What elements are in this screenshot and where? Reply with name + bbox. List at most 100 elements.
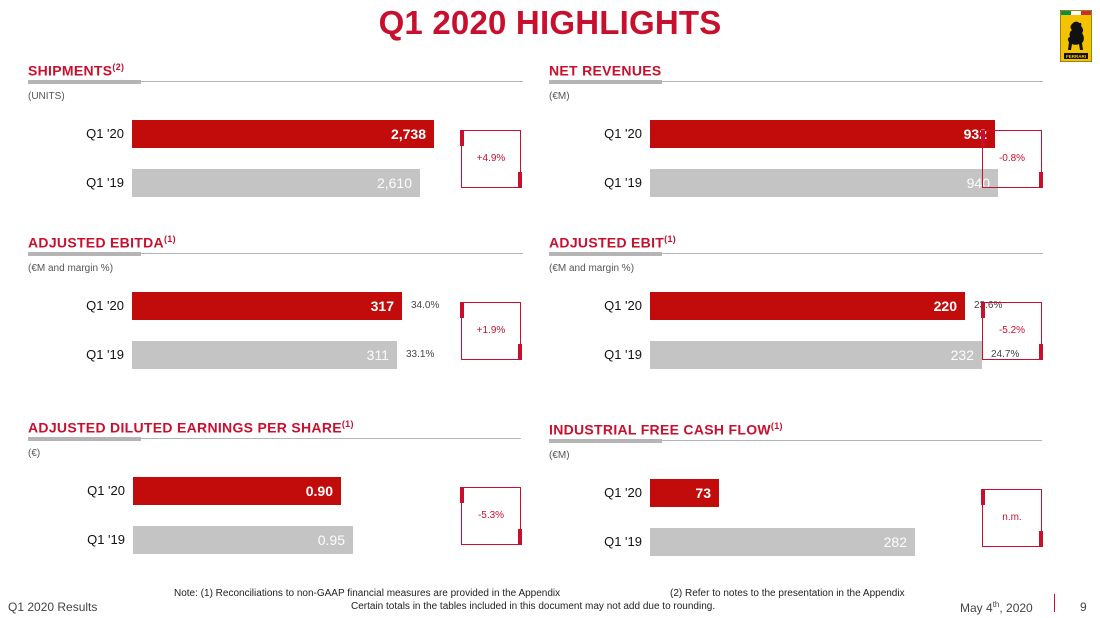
change-box-corner	[1039, 172, 1043, 188]
title-underline	[549, 253, 1043, 254]
change-percentage: -0.8%	[998, 153, 1026, 164]
ferrari-logo: FERRARI	[1060, 10, 1092, 62]
footer-separator	[1054, 594, 1055, 612]
change-box-corner	[460, 302, 464, 318]
change-percentage: n.m.	[1002, 512, 1022, 523]
title-underline-accent	[28, 80, 141, 84]
page-number: 9	[1080, 600, 1087, 614]
footnote-3: Certain totals in the tables included in…	[351, 601, 716, 612]
bar-previous-year: 282	[650, 528, 915, 556]
bar-value-label: 220	[933, 298, 957, 314]
units-label: (€M and margin %)	[549, 263, 635, 274]
bar-value-label: 232	[950, 347, 974, 363]
units-label: (€)	[28, 448, 41, 459]
title-underline-accent	[549, 80, 662, 84]
change-box-corner	[518, 344, 522, 360]
chart-panel-1: SHIPMENTS(2) (UNITS) Q1 '20 2,738 Q1 '19 2,61…	[28, 62, 523, 232]
title-underline	[549, 81, 1043, 82]
bar-value-label: 73	[695, 485, 711, 501]
category-label: Q1 '19	[86, 175, 124, 190]
bar-previous-year: 2,610	[132, 169, 420, 197]
chart-panel-4: ADJUSTED EBIT(1) (€M and margin %) Q1 '20 2…	[549, 234, 1044, 404]
bar-value-label: 317	[370, 298, 394, 314]
title-underline-accent	[549, 252, 662, 256]
footnote-2: (2) Refer to notes to the presentation i…	[670, 588, 905, 599]
change-box-corner	[981, 489, 985, 505]
category-label: Q1 '19	[604, 347, 642, 362]
change-box-corner	[518, 172, 522, 188]
bar-value-label: 2,738	[390, 126, 426, 142]
page-title: Q1 2020 HIGHLIGHTS	[378, 4, 722, 41]
change-box-corner	[518, 529, 522, 545]
category-label: Q1 '20	[86, 298, 124, 313]
units-label: (€M)	[549, 450, 570, 461]
bar-value-label: 0.95	[317, 532, 345, 548]
title-underline-accent	[28, 437, 141, 441]
bar-value-label: 311	[366, 347, 389, 363]
bar-value-label: 0.90	[305, 483, 333, 499]
bar-value-label: 282	[883, 534, 907, 550]
change-box-corner	[1039, 344, 1043, 360]
category-label: Q1 '19	[86, 347, 124, 362]
category-label: Q1 '20	[604, 126, 642, 141]
title-underline-accent	[549, 439, 662, 443]
margin-label: 34.0%	[411, 300, 440, 311]
change-percentage: -5.3%	[477, 510, 505, 521]
bar-current-year: 73	[650, 479, 719, 507]
units-label: (€M and margin %)	[28, 263, 114, 274]
title-underline	[28, 253, 523, 254]
category-label: Q1 '19	[87, 532, 125, 547]
change-box-corner	[460, 130, 464, 146]
bar-previous-year: 940	[650, 169, 998, 197]
bar-value-label: 2,610	[376, 175, 412, 191]
bar-previous-year: 232	[650, 341, 982, 369]
category-label: Q1 '20	[604, 485, 642, 500]
chart-panel-5: ADJUSTED DILUTED EARNINGS PER SHARE(1) (€…	[28, 419, 523, 589]
category-label: Q1 '20	[86, 126, 124, 141]
change-percentage: +4.9%	[476, 153, 506, 164]
margin-label: 24.7%	[991, 349, 1020, 360]
chart-panel-3: ADJUSTED EBITDA(1) (€M and margin %) Q1 '2…	[28, 234, 523, 404]
chart-title: ADJUSTED EBITDA(1)	[28, 234, 176, 251]
chart-title: NET REVENUES	[549, 62, 662, 79]
margin-label: 33.1%	[406, 349, 435, 360]
category-label: Q1 '19	[604, 175, 642, 190]
chart-title: INDUSTRIAL FREE CASH FLOW(1)	[549, 421, 783, 438]
footer-date: May 4th, 2020	[960, 600, 1033, 615]
change-box: +1.9%	[460, 302, 522, 360]
bar-current-year: 220	[650, 292, 965, 320]
change-box-corner	[1039, 531, 1043, 547]
change-percentage: +1.9%	[476, 325, 506, 336]
title-underline	[28, 81, 523, 82]
change-box-corner	[981, 130, 985, 146]
chart-title: SHIPMENTS(2)	[28, 62, 125, 79]
title-underline-accent	[28, 252, 141, 256]
change-box: -5.2%	[981, 302, 1043, 360]
change-box: +4.9%	[460, 130, 522, 188]
chart-panel-6: INDUSTRIAL FREE CASH FLOW(1) (€M) Q1 '20 73…	[549, 421, 1044, 591]
change-box-corner	[460, 487, 464, 503]
units-label: (UNITS)	[28, 91, 65, 102]
change-box-corner	[981, 302, 985, 318]
units-label: (€M)	[549, 91, 570, 102]
prancing-horse-icon	[1067, 21, 1084, 50]
bar-previous-year: 0.95	[133, 526, 353, 554]
footnote-1: Note: (1) Reconciliations to non-GAAP fi…	[174, 588, 561, 599]
bar-current-year: 2,738	[132, 120, 434, 148]
change-box: n.m.	[981, 489, 1043, 547]
bar-previous-year: 311	[132, 341, 397, 369]
title-underline	[549, 440, 1042, 441]
bar-current-year: 0.90	[133, 477, 341, 505]
change-box: -5.3%	[460, 487, 522, 545]
change-percentage: -5.2%	[998, 325, 1026, 336]
change-box: -0.8%	[981, 130, 1043, 188]
svg-text:FERRARI: FERRARI	[1066, 54, 1086, 59]
margin-label: 23.6%	[974, 300, 1003, 311]
bar-current-year: 317	[132, 292, 402, 320]
footer-report-name: Q1 2020 Results	[8, 600, 98, 614]
bar-current-year: 932	[650, 120, 995, 148]
chart-title: ADJUSTED EBIT(1)	[549, 234, 677, 251]
chart-panel-2: NET REVENUES (€M) Q1 '20 932 Q1 '19 940 -0.8%	[549, 62, 1044, 232]
chart-title: ADJUSTED DILUTED EARNINGS PER SHARE(1)	[28, 419, 354, 436]
title-underline	[28, 438, 521, 439]
